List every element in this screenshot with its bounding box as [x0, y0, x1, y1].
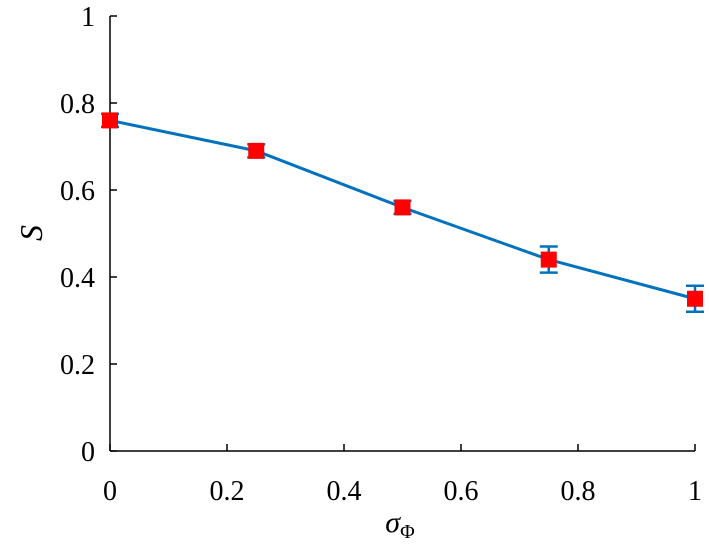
- x-ticks: 0 0.2 0.4 0.6 0.8 1: [103, 444, 702, 507]
- x-tick-label: 1: [688, 476, 702, 507]
- data-point-marker: [394, 199, 411, 216]
- data-point-marker: [248, 142, 265, 159]
- y-tick-label: 0: [81, 437, 95, 468]
- data-markers: [102, 112, 703, 307]
- x-tick-label: 0.8: [561, 476, 596, 507]
- y-axis-label: S: [13, 225, 49, 241]
- data-point-marker: [102, 112, 118, 129]
- y-ticks: 0 0.2 0.4 0.6 0.8 1: [60, 2, 117, 468]
- x-tick-label: 0.4: [327, 476, 362, 507]
- data-point-marker: [687, 290, 703, 307]
- x-tick-label: 0: [103, 476, 117, 507]
- x-axis-label-main: σ: [385, 506, 401, 539]
- plot-area: 0 0.2 0.4 0.6 0.8 1 0 0.2 0.4 0.6 0.8 1: [60, 2, 704, 507]
- y-tick-label: 1: [81, 2, 95, 33]
- y-tick-label: 0.6: [60, 176, 95, 207]
- x-tick-label: 0.2: [210, 476, 245, 507]
- y-tick-label: 0.2: [60, 350, 95, 381]
- y-tick-label: 0.8: [60, 89, 95, 120]
- data-point-marker: [540, 251, 557, 268]
- x-tick-label: 0.6: [444, 476, 479, 507]
- x-axis-label: σΦ: [385, 506, 415, 543]
- x-axis-label-subscript: Φ: [400, 521, 415, 543]
- y-tick-label: 0.4: [60, 263, 95, 294]
